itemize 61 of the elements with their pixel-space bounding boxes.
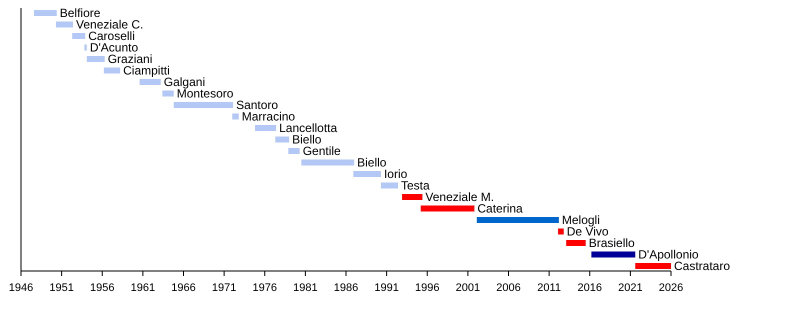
bar — [566, 240, 586, 246]
x-tick-label: 1991 — [374, 282, 399, 294]
bar — [162, 90, 174, 96]
y-tick-label: Veneziale C. — [76, 18, 144, 32]
x-tick-label: 1966 — [171, 282, 196, 294]
y-tick-label: Santoro — [236, 98, 278, 112]
bar — [288, 148, 300, 154]
bar — [558, 228, 564, 234]
bar — [476, 217, 559, 223]
x-tick-label: 2011 — [537, 282, 561, 294]
x-tick-label: 1956 — [90, 282, 114, 294]
bar — [140, 79, 161, 85]
y-tick-label: Iorio — [384, 167, 408, 182]
x-tick-label: 1996 — [415, 282, 440, 294]
bar — [34, 10, 57, 16]
bar — [635, 263, 671, 269]
y-tick-label: Biello — [292, 132, 322, 147]
bar — [420, 206, 474, 212]
x-tick-label: 1981 — [293, 282, 318, 294]
y-tick-label: Gentile — [302, 144, 342, 158]
y-tick-label: Caroselli — [88, 29, 135, 44]
bar — [72, 33, 86, 39]
bar — [402, 194, 422, 200]
x-tick-label: 1961 — [130, 282, 156, 294]
y-tick-label: D'Apollonio — [638, 248, 699, 262]
y-tick-label: Graziani — [108, 52, 152, 66]
x-tick-label: 1976 — [252, 282, 277, 294]
x-tick-label: 1986 — [334, 282, 358, 294]
y-tick-label: Biello — [357, 156, 387, 170]
y-tick-label: Castrataro — [674, 259, 730, 274]
y-tick-label: Brasiello — [588, 236, 636, 250]
x-tick-label: 1946 — [8, 282, 34, 294]
x-tick-label: 2001 — [456, 282, 480, 294]
bar — [104, 68, 120, 74]
x-tick-label: 1971 — [212, 282, 236, 294]
y-tick-label: Marracino — [242, 110, 296, 124]
bar — [301, 160, 354, 166]
y-tick-label: D'Acunto — [90, 40, 138, 55]
x-tick-label: 2026 — [658, 282, 684, 294]
x-tick-label: 2006 — [496, 282, 521, 294]
bar — [380, 182, 398, 188]
x-tick-label: 2021 — [618, 282, 643, 294]
bar — [232, 114, 239, 120]
bar — [84, 44, 87, 50]
bar — [255, 125, 276, 131]
bar — [591, 252, 636, 258]
y-tick-label: Melogli — [562, 213, 600, 228]
bar — [174, 102, 234, 108]
y-tick-label: Lancellotta — [279, 121, 338, 136]
bar — [353, 171, 381, 177]
y-tick-label: Galgani — [164, 75, 206, 90]
y-tick-label: Testa — [401, 178, 430, 193]
y-tick-label: Caterina — [477, 202, 524, 216]
y-tick-label: Veneziale M. — [425, 190, 494, 204]
x-tick-label: 2016 — [578, 282, 602, 294]
y-tick-label: Belfiore — [60, 6, 101, 20]
bar — [275, 136, 290, 142]
x-tick-label: 1951 — [49, 282, 74, 294]
bar — [56, 22, 73, 28]
bar — [86, 56, 105, 62]
y-tick-label: Ciampitti — [123, 64, 170, 78]
